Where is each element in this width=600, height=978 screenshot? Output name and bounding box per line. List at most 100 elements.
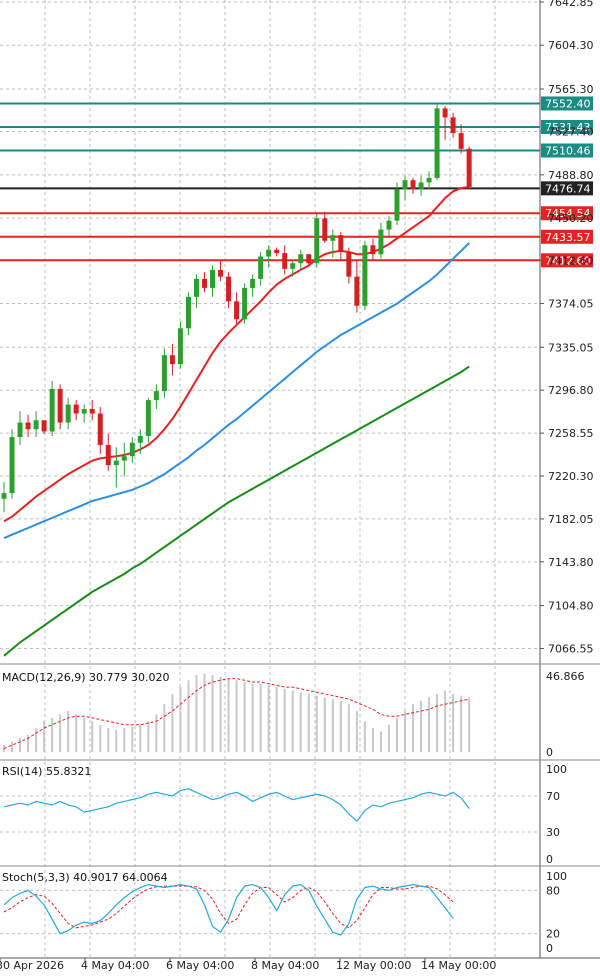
candle-body bbox=[402, 180, 408, 190]
candle-body bbox=[113, 460, 119, 466]
rsi-tick-label: 100 bbox=[546, 763, 567, 776]
y-tick-label: 7565.30 bbox=[548, 83, 594, 96]
candle-body bbox=[354, 276, 360, 306]
y-tick-label: 7604.30 bbox=[548, 39, 594, 52]
ma-slow-line bbox=[3, 365, 470, 657]
stoch-k-line bbox=[3, 883, 454, 936]
stoch-tick-label: 0 bbox=[546, 942, 553, 955]
y-tick-label: 7335.05 bbox=[548, 341, 594, 354]
candle-body bbox=[242, 287, 248, 320]
ma-mid-line bbox=[3, 242, 470, 540]
x-tick-label: 8 May 04:00 bbox=[251, 959, 319, 972]
macd-label: MACD(12,26,9) 30.779 30.020 bbox=[2, 671, 170, 684]
candle-body bbox=[41, 420, 47, 432]
price-level-box bbox=[541, 143, 593, 158]
candles bbox=[1, 103, 472, 513]
ma-fast-line bbox=[3, 185, 470, 523]
candle-body bbox=[57, 388, 63, 423]
candle-body bbox=[218, 269, 224, 277]
candle-body bbox=[129, 442, 135, 457]
rsi-tick-label: 70 bbox=[546, 790, 560, 803]
candle-body bbox=[426, 177, 432, 183]
candle-body bbox=[97, 413, 103, 445]
candle-body bbox=[394, 189, 400, 221]
y-tick-label: 7642.85 bbox=[548, 0, 594, 9]
stoch-tick-label: 80 bbox=[546, 884, 560, 897]
x-tick-label: 6 May 04:00 bbox=[166, 959, 234, 972]
candle-body bbox=[226, 276, 232, 302]
x-tick-label: 4 May 04:00 bbox=[81, 959, 149, 972]
stoch-tick-label: 20 bbox=[546, 928, 560, 941]
candle-body bbox=[81, 409, 87, 414]
candle-body bbox=[266, 249, 272, 257]
price-level-label: 7552.40 bbox=[545, 97, 591, 110]
candle-body bbox=[322, 218, 328, 241]
price-level-label: 7412.60 bbox=[545, 254, 591, 267]
y-tick-label: 7104.80 bbox=[548, 600, 594, 613]
candle-body bbox=[458, 133, 464, 149]
candle-body bbox=[258, 256, 264, 279]
y-tick-label: 7527.40 bbox=[548, 126, 594, 139]
candle-body bbox=[177, 328, 183, 365]
candle-body bbox=[250, 278, 256, 288]
candle-body bbox=[306, 254, 312, 264]
price-level-box bbox=[541, 181, 593, 196]
price-level-label: 7476.74 bbox=[545, 182, 591, 195]
candle-body bbox=[298, 254, 304, 264]
rsi-tick-label: 0 bbox=[546, 853, 553, 866]
price-level-box bbox=[541, 119, 593, 134]
candle-body bbox=[234, 301, 240, 320]
candle-body bbox=[105, 444, 111, 466]
candle-body bbox=[330, 235, 336, 241]
candle-body bbox=[370, 245, 376, 255]
x-tick-label: 14 May 00:00 bbox=[421, 959, 496, 972]
candle-body bbox=[169, 355, 175, 365]
rsi-label: RSI(14) 55.8321 bbox=[2, 765, 91, 778]
rsi-tick-label: 30 bbox=[546, 826, 560, 839]
x-tick-label: 30 Apr 2026 bbox=[0, 959, 64, 972]
candle-body bbox=[161, 355, 167, 392]
candle-body bbox=[274, 249, 280, 254]
candle-body bbox=[65, 404, 71, 423]
macd-signal-line bbox=[3, 678, 470, 750]
stoch-d-line bbox=[3, 885, 454, 929]
candle-body bbox=[17, 422, 23, 438]
price-level-box bbox=[541, 229, 593, 244]
candle-body bbox=[1, 493, 7, 499]
candle-body bbox=[25, 422, 31, 430]
y-tick-label: 7182.05 bbox=[548, 513, 594, 526]
grid-lines bbox=[0, 0, 544, 958]
price-level-box bbox=[541, 96, 593, 111]
y-tick-label: 7258.55 bbox=[548, 427, 594, 440]
stoch-label: Stoch(5,3,3) 40.9017 64.0064 bbox=[2, 871, 168, 884]
y-tick-label: 7488.80 bbox=[548, 169, 594, 182]
x-tick-label: 12 May 00:00 bbox=[336, 959, 411, 972]
price-level-label: 7454.54 bbox=[545, 207, 591, 220]
candle-body bbox=[466, 148, 472, 187]
candle-body bbox=[410, 180, 416, 190]
candle-body bbox=[153, 391, 159, 401]
candle-body bbox=[193, 278, 199, 297]
candle-body bbox=[314, 218, 320, 264]
candle-body bbox=[442, 108, 448, 118]
candle-body bbox=[49, 388, 55, 432]
price-level-label: 7531.43 bbox=[545, 121, 591, 134]
candle-body bbox=[282, 253, 288, 269]
stoch-tick-label: 100 bbox=[546, 870, 567, 883]
candle-body bbox=[338, 235, 344, 252]
candle-body bbox=[290, 263, 296, 269]
candle-body bbox=[450, 117, 456, 134]
price-level-label: 7510.46 bbox=[545, 145, 591, 158]
y-tick-label: 7450.20 bbox=[548, 212, 594, 225]
candle-body bbox=[73, 404, 79, 414]
candle-body bbox=[346, 251, 352, 277]
candle-body bbox=[202, 278, 207, 288]
y-tick-label: 7296.80 bbox=[548, 384, 594, 397]
candle-body bbox=[378, 229, 384, 255]
macd-panel: MACD(12,26,9) 30.779 30.020 46.866 0 bbox=[2, 670, 585, 759]
candle-body bbox=[210, 269, 216, 288]
price-level-box bbox=[541, 206, 593, 221]
